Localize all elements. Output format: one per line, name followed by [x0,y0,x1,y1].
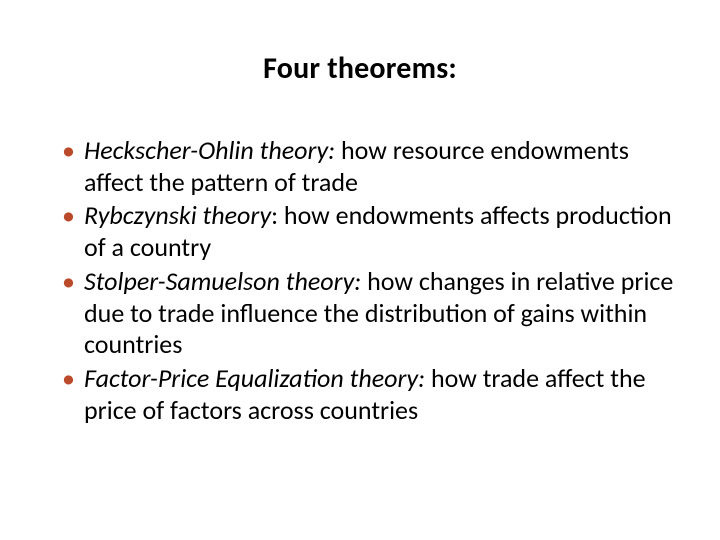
theorem-term: Heckscher-Ohlin theory: [84,134,335,166]
theorem-term: Factor-Price Equalization theory: [84,362,425,394]
list-item: Factor-Price Equalization theory: how tr… [62,363,680,426]
theorem-term: Rybczynski theory [84,199,271,231]
list-item: Rybczynski theory: how endowments affect… [62,200,680,263]
theorem-term: Stolper-Samuelson theory: [84,265,361,297]
slide-title: Four theorems: [40,50,680,87]
bullet-list: Heckscher-Ohlin theory: how resource end… [62,135,680,426]
list-item: Stolper-Samuelson theory: how changes in… [62,266,680,361]
slide: Four theorems: Heckscher-Ohlin theory: h… [0,0,720,540]
list-item: Heckscher-Ohlin theory: how resource end… [62,135,680,198]
